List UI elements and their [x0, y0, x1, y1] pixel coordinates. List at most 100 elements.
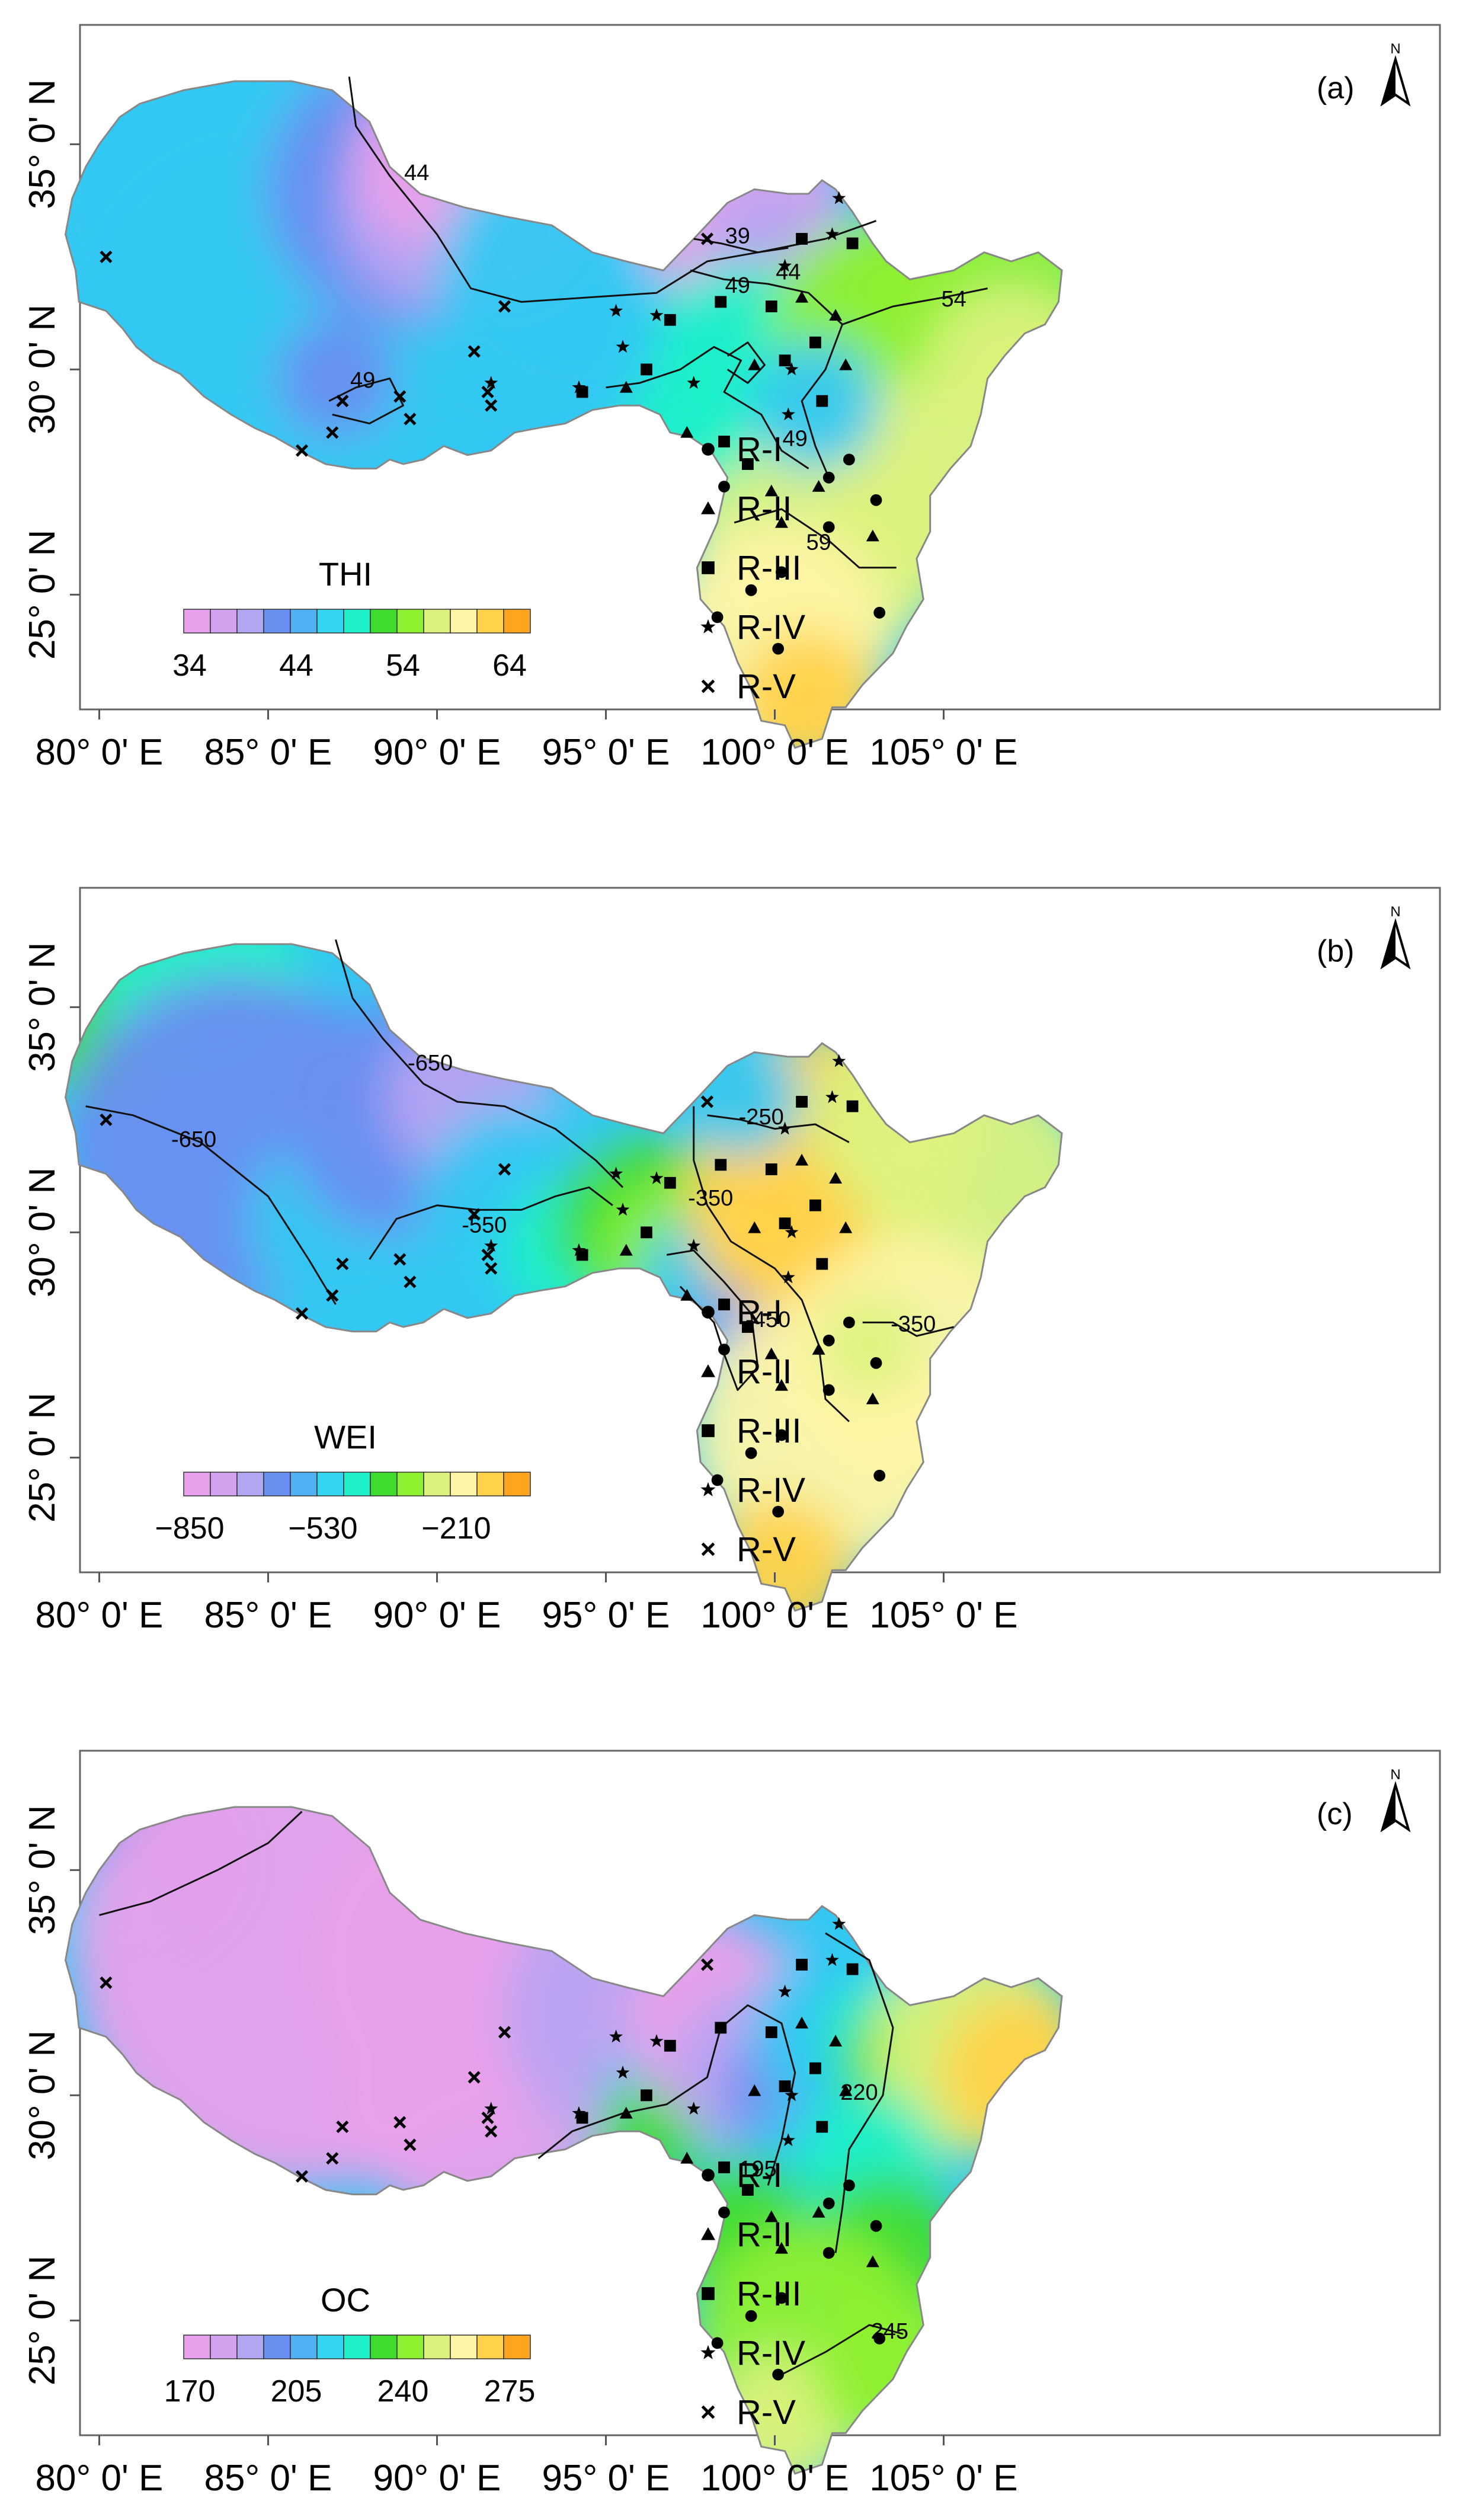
- station-cross-marker: [701, 679, 715, 693]
- colorbar-tick-label: −530: [288, 1511, 357, 1546]
- legend-label: R-IV: [737, 1471, 805, 1510]
- station-circle-marker: [873, 606, 886, 619]
- colorbar-swatch: [183, 1472, 211, 1496]
- colorbar-swatch: [370, 609, 398, 634]
- legend-entry: R-IV: [700, 2334, 805, 2372]
- station-star-marker: [778, 258, 792, 272]
- station-star-marker: [484, 1239, 498, 1252]
- contour-label: 54: [941, 287, 966, 312]
- colorbar-swatch: [316, 2334, 344, 2359]
- station-star-marker: [609, 1166, 623, 1180]
- station-circle-marker: [870, 2220, 882, 2232]
- station-triangle-marker: [795, 2016, 809, 2029]
- station-triangle-marker: [829, 309, 843, 321]
- station-cross-marker: [326, 1289, 339, 1302]
- contour-label: -250: [739, 1105, 784, 1130]
- station-triangle-marker: [764, 484, 778, 497]
- colorbar-swatch: [263, 609, 291, 634]
- panel-label: (a): [1317, 71, 1355, 105]
- station-cross-marker: [336, 2121, 349, 2134]
- colorbar-swatch: [210, 1472, 238, 1496]
- contour-label: -650: [171, 1127, 216, 1152]
- station-triangle-marker: [795, 290, 809, 303]
- station-star-marker: [700, 619, 716, 634]
- station-triangle-marker: [839, 2084, 853, 2096]
- station-star-marker: [785, 1225, 799, 1239]
- station-circle-marker: [822, 471, 835, 484]
- x-tick-label: 105° 0' E: [869, 732, 1017, 773]
- colorbar-swatch: [210, 2334, 238, 2359]
- x-tick-label: 95° 0' E: [542, 732, 670, 773]
- station-square-marker: [640, 363, 652, 376]
- colorbar-swatch: [396, 609, 424, 634]
- contour-label: 49: [725, 273, 750, 298]
- station-triangle-marker: [866, 529, 879, 542]
- station-square-marker: [779, 354, 791, 367]
- station-star-marker: [687, 2102, 701, 2115]
- contour-label: -650: [408, 1051, 453, 1076]
- colorbar-swatch: [503, 1472, 531, 1496]
- station-circle-marker: [822, 1384, 835, 1396]
- contour-label: -550: [462, 1213, 507, 1237]
- colorbar-swatch: [396, 2334, 424, 2359]
- station-triangle-marker: [748, 1221, 761, 1233]
- colorbar-swatch: [263, 1472, 291, 1496]
- station-star-marker: [649, 308, 664, 321]
- station-cross-marker: [498, 1163, 511, 1176]
- legend-label: R-V: [737, 1530, 796, 1569]
- station-square-marker: [741, 2184, 754, 2196]
- station-circle-marker: [822, 2197, 835, 2209]
- colorbar-tick-label: 240: [377, 2374, 429, 2409]
- legend-entry: R-V: [701, 2393, 796, 2432]
- colorbar-swatch: [476, 1472, 504, 1496]
- station-cross-marker: [404, 412, 417, 426]
- north-label: N: [1390, 1767, 1400, 1783]
- station-square-marker: [718, 2161, 730, 2173]
- station-square-marker: [816, 395, 828, 407]
- region-outline: [64, 943, 1063, 1612]
- contour-label: 39: [725, 224, 750, 249]
- station-cross-marker: [485, 1262, 498, 1275]
- station-circle-marker: [843, 453, 855, 466]
- x-tick-label: 100° 0' E: [700, 2458, 849, 2499]
- contour-line: [693, 1106, 850, 1422]
- y-tick-label: 35° 0' N: [22, 79, 63, 209]
- station-square-marker: [715, 2022, 727, 2034]
- colorbar-swatch: [210, 609, 238, 634]
- colorbar-tick-label: 34: [172, 648, 207, 683]
- station-triangle-marker: [680, 426, 694, 438]
- colorbar-swatch: [503, 609, 531, 634]
- x-tick-label: 85° 0' E: [204, 732, 332, 773]
- station-circle-marker: [870, 494, 882, 506]
- station-square-marker: [702, 2287, 715, 2300]
- station-triangle-marker: [748, 358, 761, 370]
- colorbar-tick-label: 64: [492, 648, 527, 683]
- station-circle-marker: [822, 2247, 835, 2259]
- colorbar-tick-label: 44: [279, 648, 313, 683]
- north-arrow-icon: N: [1380, 41, 1411, 107]
- contour-label-group: -650-650-550-250-350-450 -350: [171, 1051, 936, 1337]
- contour-line: [85, 1105, 337, 1305]
- station-square-marker: [809, 1199, 821, 1211]
- station-star-marker: [687, 1239, 701, 1252]
- station-triangle-marker: [619, 380, 633, 393]
- station-circle-marker: [870, 1357, 882, 1369]
- x-tick-label: 80° 0' E: [36, 732, 164, 773]
- colorbar: THI 34 44 54 64: [172, 555, 531, 683]
- station-star-marker: [781, 407, 795, 421]
- colorbar-swatch: [503, 2334, 531, 2359]
- legend-entry: R-V: [701, 667, 796, 706]
- station-cross-marker: [498, 300, 511, 313]
- colorbar-swatch: [316, 1472, 344, 1496]
- panel-label: (c): [1317, 1797, 1353, 1831]
- station-cross-marker: [100, 1976, 113, 1989]
- station-star-marker: [778, 1984, 792, 1998]
- y-tick-label: 25° 0' N: [22, 2256, 63, 2385]
- station-cross-marker: [485, 2125, 498, 2138]
- station-star-marker: [484, 2102, 498, 2115]
- station-triangle-marker: [619, 1243, 633, 1256]
- station-square-marker: [718, 436, 730, 447]
- station-star-marker: [616, 2065, 630, 2079]
